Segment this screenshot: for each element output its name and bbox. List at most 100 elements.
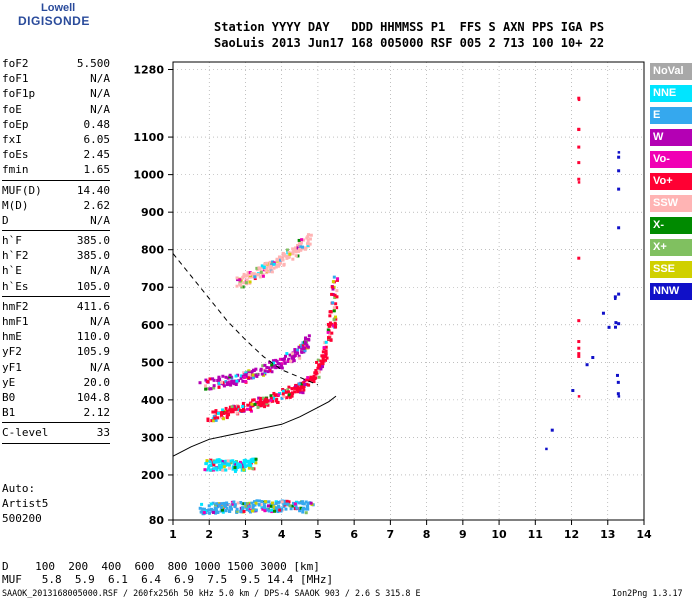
echo-point bbox=[296, 385, 300, 389]
echo-point bbox=[282, 394, 286, 398]
echo-point bbox=[305, 382, 309, 386]
echo-point bbox=[233, 504, 237, 508]
param-row-clevel: C-level 33 bbox=[2, 425, 110, 440]
echo-point bbox=[225, 506, 229, 510]
echo-point bbox=[234, 374, 238, 378]
y-tick-label: 1000 bbox=[133, 169, 164, 182]
param-row-foes: foEs 2.45 bbox=[2, 147, 110, 162]
echo-point bbox=[221, 374, 225, 378]
echo-point bbox=[200, 502, 204, 506]
echo-point bbox=[290, 387, 294, 391]
echo-point bbox=[268, 369, 272, 373]
echo-point bbox=[282, 262, 286, 266]
echo-point bbox=[270, 370, 274, 374]
echo-point bbox=[198, 381, 202, 385]
echo-point bbox=[220, 380, 224, 384]
echo-point bbox=[271, 359, 275, 363]
echo-point bbox=[308, 377, 312, 381]
echo-point bbox=[228, 373, 232, 377]
echo-point bbox=[267, 500, 271, 504]
echo-point bbox=[263, 369, 267, 373]
echo-point bbox=[272, 361, 276, 365]
echo-point bbox=[228, 505, 232, 509]
echo-point bbox=[270, 508, 274, 512]
echo-point bbox=[304, 336, 308, 340]
echo-point bbox=[260, 272, 264, 276]
echo-point bbox=[298, 247, 302, 251]
echo-point bbox=[276, 510, 280, 514]
echo-point bbox=[224, 375, 228, 379]
echo-point bbox=[324, 352, 328, 356]
echo-point bbox=[276, 400, 280, 404]
echo-point bbox=[210, 419, 214, 423]
echo-point bbox=[227, 503, 231, 507]
echo-point bbox=[223, 459, 227, 463]
echo-point bbox=[234, 468, 238, 472]
echo-point bbox=[601, 311, 605, 315]
auto-code: 500200 bbox=[2, 512, 42, 525]
echo-point bbox=[240, 285, 244, 289]
echo-point bbox=[236, 405, 240, 409]
param-row-he: h`E N/A bbox=[2, 263, 110, 278]
echo-point bbox=[281, 392, 285, 396]
echo-point bbox=[202, 511, 206, 515]
echo-point bbox=[230, 405, 234, 409]
echo-point bbox=[251, 373, 255, 377]
echo-point bbox=[301, 341, 305, 345]
echo-point bbox=[302, 385, 306, 389]
echo-point bbox=[616, 380, 620, 384]
echo-point bbox=[577, 145, 581, 149]
echo-point bbox=[229, 375, 233, 379]
scaled-parameters-panel: foF2 5.500 foF1 N/A foF1p N/A foE N/A foEp 0.48 fx… bbox=[2, 56, 110, 446]
echo-point bbox=[238, 460, 242, 464]
echo-point bbox=[220, 415, 224, 419]
echo-point bbox=[299, 390, 303, 394]
echo-point bbox=[204, 462, 208, 466]
echo-point bbox=[577, 127, 581, 131]
echo-point bbox=[261, 507, 265, 511]
echo-point bbox=[298, 509, 302, 513]
echo-point bbox=[276, 500, 280, 504]
x-tick-label: 14 bbox=[636, 528, 652, 541]
echo-point bbox=[321, 365, 325, 369]
echo-point bbox=[328, 333, 332, 337]
param-value: N/A bbox=[90, 213, 110, 227]
x-tick-label: 7 bbox=[387, 528, 395, 541]
param-name: h`F bbox=[2, 234, 22, 248]
echo-point bbox=[225, 381, 229, 385]
echo-point bbox=[312, 374, 316, 378]
lowell-logo: Lowell DIGISONDE bbox=[4, 2, 154, 42]
echo-point bbox=[306, 238, 310, 242]
echo-point bbox=[290, 356, 294, 360]
echo-point bbox=[263, 363, 267, 367]
echo-point bbox=[250, 370, 254, 374]
echo-point bbox=[259, 404, 263, 408]
echo-point bbox=[293, 350, 297, 354]
echo-point bbox=[269, 266, 273, 270]
echo-point bbox=[242, 461, 246, 465]
echo-point bbox=[317, 363, 321, 367]
echo-point bbox=[270, 363, 274, 367]
echo-point bbox=[278, 365, 282, 369]
echo-point bbox=[242, 375, 246, 379]
echo-point bbox=[288, 252, 292, 256]
echo-point bbox=[205, 509, 209, 513]
echo-point bbox=[220, 460, 224, 464]
echo-point bbox=[285, 248, 289, 252]
param-row-hmf2: hmF2 411.6 bbox=[2, 299, 110, 314]
echo-point bbox=[232, 404, 236, 408]
echo-point bbox=[287, 357, 291, 361]
param-value: 0.48 bbox=[83, 117, 111, 131]
header-labels: Station YYYY DAY DDD HHMMSS P1 FFS S AXN… bbox=[214, 20, 605, 34]
param-value: 105.9 bbox=[76, 345, 110, 359]
echo-point bbox=[257, 266, 261, 270]
echo-point bbox=[316, 366, 320, 370]
echo-point bbox=[263, 405, 267, 409]
echo-point bbox=[253, 503, 257, 507]
echo-point bbox=[299, 384, 303, 388]
echo-point bbox=[324, 340, 328, 344]
echo-point bbox=[335, 295, 339, 299]
echo-point bbox=[297, 249, 301, 253]
echo-point bbox=[571, 389, 575, 393]
